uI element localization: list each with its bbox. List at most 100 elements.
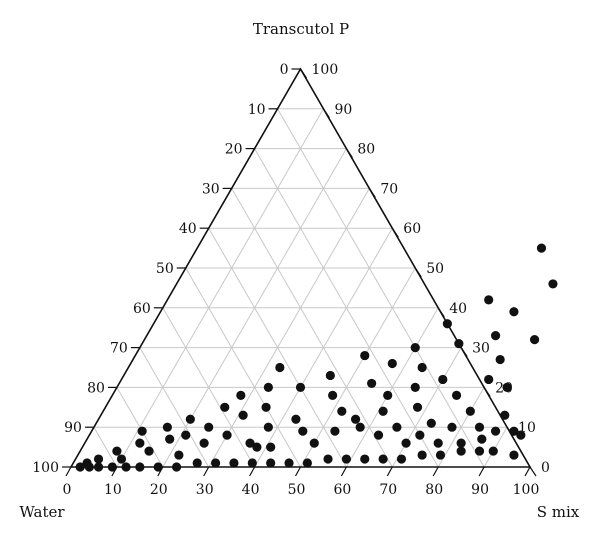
data-point-34	[328, 390, 338, 400]
data-point-58	[135, 462, 145, 472]
data-point-54	[84, 462, 94, 472]
tick-label-bottom-3: 30	[196, 482, 214, 498]
data-point-75	[456, 446, 466, 456]
data-point-16	[500, 410, 510, 420]
tick-right-8	[483, 387, 491, 397]
data-point-87	[238, 410, 248, 420]
data-point-97	[456, 438, 466, 448]
data-point-39	[261, 402, 271, 412]
data-point-57	[121, 462, 131, 472]
tick-label-left-6: 60	[133, 301, 151, 317]
tick-label-left-7: 70	[110, 341, 128, 357]
data-point-79	[350, 414, 361, 424]
data-point-17	[509, 426, 519, 436]
data-point-18	[488, 446, 498, 456]
tick-label-left-3: 30	[202, 181, 220, 197]
data-point-50	[112, 446, 122, 456]
grid-line-water-50	[185, 267, 301, 468]
data-point-64	[247, 458, 257, 468]
tick-label-left-10: 100	[32, 460, 59, 476]
data-point-51	[93, 454, 104, 464]
data-points	[75, 243, 558, 472]
data-point-93	[415, 430, 425, 440]
data-point-21	[477, 434, 487, 444]
data-point-44	[174, 450, 184, 460]
data-point-89	[263, 422, 273, 432]
data-point-14	[484, 374, 494, 385]
grid-line-water-60	[162, 307, 256, 468]
data-point-61	[192, 458, 202, 468]
grid-line-smix-30	[208, 188, 370, 468]
data-point-25	[438, 374, 448, 385]
data-point-12	[417, 362, 427, 373]
tick-label-right-1: 90	[334, 102, 352, 118]
data-point-36	[291, 414, 301, 424]
data-point-62	[210, 458, 221, 468]
data-point-66	[284, 458, 294, 468]
tick-bottom-0	[65, 466, 72, 477]
data-point-30	[355, 422, 365, 432]
data-point-94	[447, 422, 457, 432]
data-point-45	[185, 414, 195, 424]
tick-right-5	[414, 267, 422, 278]
tick-label-bottom-5: 50	[288, 482, 306, 498]
data-point-47	[144, 446, 154, 456]
tick-label-left-5: 50	[156, 261, 174, 277]
data-point-81	[266, 442, 276, 452]
data-point-95	[474, 422, 485, 432]
data-point-41	[222, 430, 232, 440]
data-point-23	[451, 390, 462, 400]
tick-label-right-3: 70	[380, 181, 398, 197]
data-point-70	[360, 454, 370, 464]
data-point-98	[490, 426, 501, 436]
tick-marks	[62, 68, 537, 477]
tick-right-1	[322, 108, 330, 119]
data-point-11	[387, 358, 397, 369]
data-point-83	[199, 438, 209, 448]
tick-label-bottom-7: 70	[379, 482, 397, 498]
data-point-37	[295, 382, 306, 392]
tick-label-bottom-1: 10	[104, 482, 122, 498]
data-point-49	[116, 454, 127, 464]
tick-right-0	[300, 68, 307, 79]
tick-label-bottom-0: 0	[63, 482, 72, 498]
data-point-26	[412, 402, 423, 412]
data-point-43	[204, 422, 214, 432]
tick-label-bottom-9: 90	[471, 482, 489, 498]
grid-line-water-70	[139, 347, 210, 468]
tick-label-bottom-8: 80	[425, 482, 443, 498]
data-point-7	[490, 331, 501, 341]
tick-label-bottom-4: 40	[242, 482, 260, 498]
data-point-4	[484, 295, 494, 305]
data-point-46	[165, 434, 175, 444]
data-point-82	[245, 438, 255, 448]
grid-line-water-10	[277, 108, 485, 468]
data-point-80	[298, 426, 308, 436]
data-point-19	[509, 450, 519, 460]
data-point-13	[360, 350, 370, 361]
data-point-78	[392, 422, 402, 432]
tick-label-right-4: 60	[403, 221, 421, 237]
data-point-91	[330, 426, 340, 436]
tick-label-left-9: 90	[64, 420, 82, 436]
tick-label-left-0: 0	[280, 62, 289, 78]
data-point-84	[181, 430, 191, 440]
tick-right-10	[529, 466, 537, 477]
data-point-1	[536, 243, 547, 253]
tick-label-right-5: 50	[426, 261, 444, 277]
tick-bottom-6	[340, 466, 347, 477]
data-point-69	[341, 454, 351, 464]
data-point-40	[275, 362, 285, 373]
data-point-6	[495, 354, 505, 365]
data-point-77	[401, 438, 411, 448]
grid-line-smix-10	[116, 108, 324, 468]
data-point-9	[454, 339, 464, 349]
tick-label-right-6: 40	[449, 301, 467, 317]
tick-label-left-8: 80	[87, 380, 105, 396]
tick-label-left-2: 20	[225, 142, 243, 158]
grid-line-smix-70	[391, 347, 462, 468]
tick-label-left-4: 40	[179, 221, 197, 237]
vertex-label-top: Transcutol P	[253, 20, 349, 38]
data-point-31	[367, 378, 377, 389]
